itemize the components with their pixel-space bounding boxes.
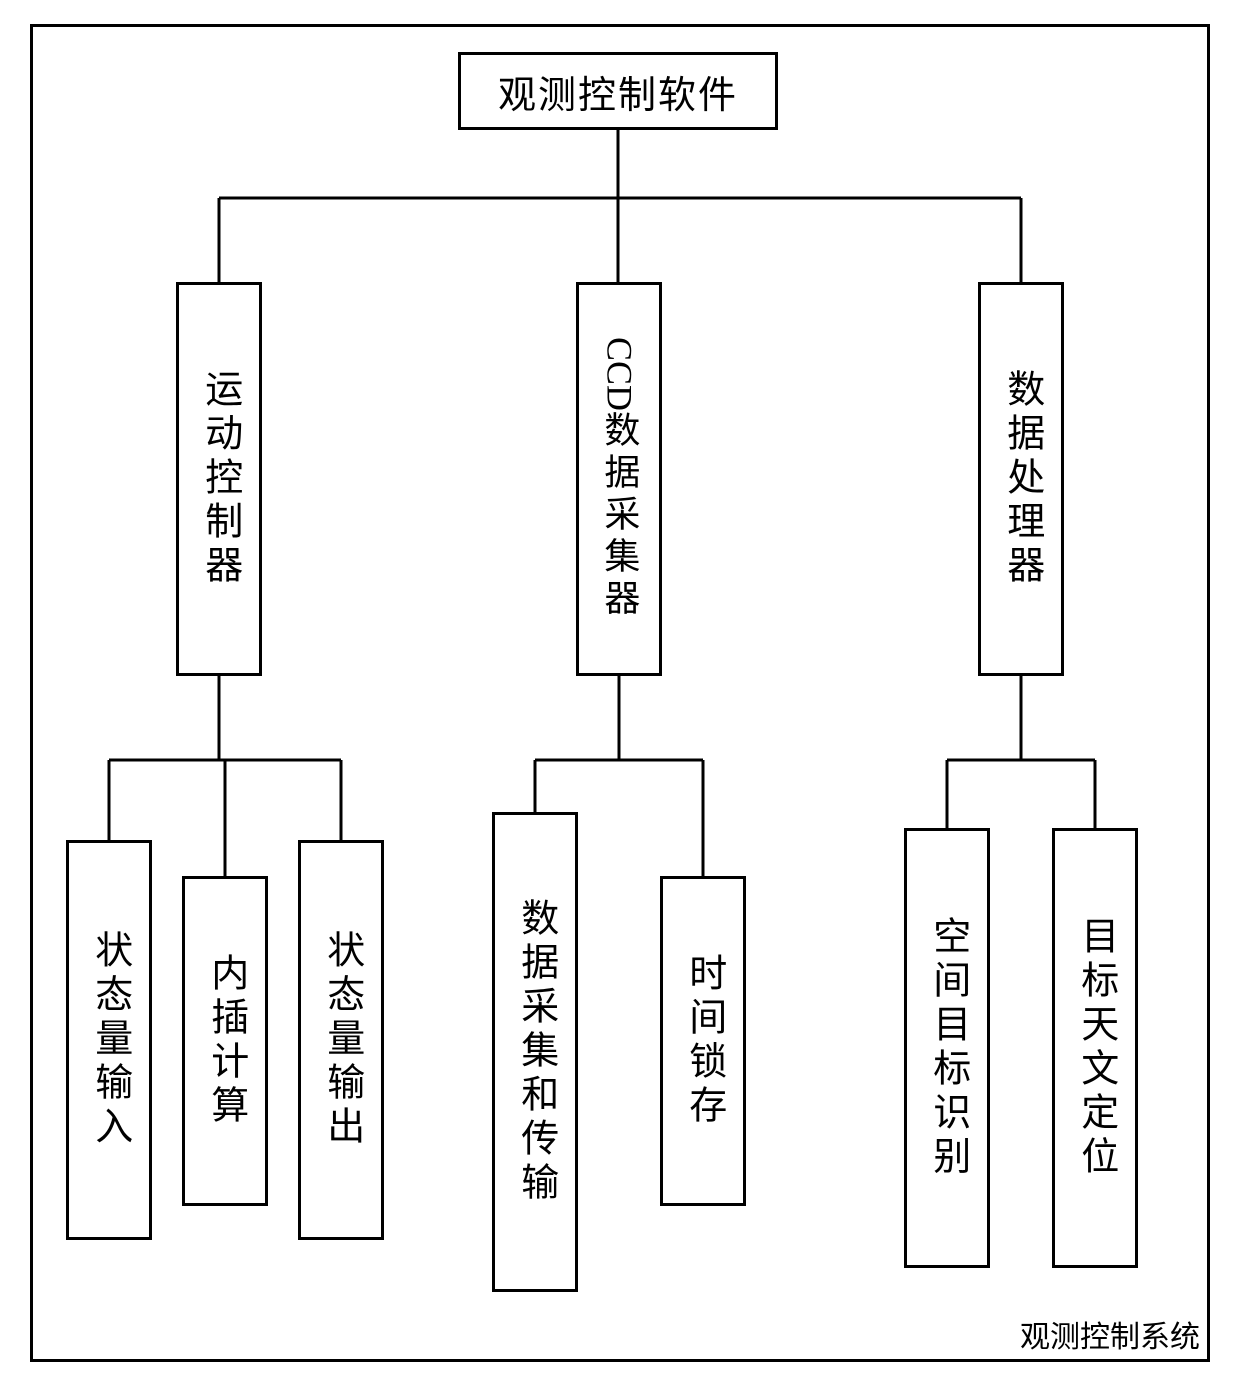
node-state-out-label: 状态量输出 xyxy=(316,930,365,1150)
node-data-transfer: 数据采集和传输 xyxy=(492,812,578,1292)
node-ccd-label: CCD数据采集器 xyxy=(596,337,643,621)
node-astro-pos-label: 目标天文定位 xyxy=(1070,916,1119,1180)
node-root: 观测控制软件 xyxy=(458,52,778,130)
node-proc-label: 数据处理器 xyxy=(996,369,1045,589)
node-astro-positioning: 目标天文定位 xyxy=(1052,828,1138,1268)
node-root-label: 观测控制软件 xyxy=(498,64,738,119)
node-interpolation: 内插计算 xyxy=(182,876,268,1206)
diagram-caption: 观测控制系统 xyxy=(1020,1312,1200,1356)
node-state-in-label: 状态量输入 xyxy=(84,930,133,1150)
node-data-processor: 数据处理器 xyxy=(978,282,1064,676)
node-state-output: 状态量输出 xyxy=(298,840,384,1240)
node-space-target-id: 空间目标识别 xyxy=(904,828,990,1268)
node-motion-label: 运动控制器 xyxy=(194,369,243,589)
node-time-lock-label: 时间锁存 xyxy=(678,953,727,1129)
node-state-input: 状态量输入 xyxy=(66,840,152,1240)
node-data-tx-label: 数据采集和传输 xyxy=(510,898,559,1206)
node-motion-controller: 运动控制器 xyxy=(176,282,262,676)
node-space-id-label: 空间目标识别 xyxy=(922,916,971,1180)
node-interp-label: 内插计算 xyxy=(200,953,249,1129)
node-time-lock: 时间锁存 xyxy=(660,876,746,1206)
node-ccd-collector: CCD数据采集器 xyxy=(576,282,662,676)
diagram-canvas: 观测控制软件 运动控制器 CCD数据采集器 数据处理器 状态量输入 内插计算 状… xyxy=(0,0,1240,1387)
